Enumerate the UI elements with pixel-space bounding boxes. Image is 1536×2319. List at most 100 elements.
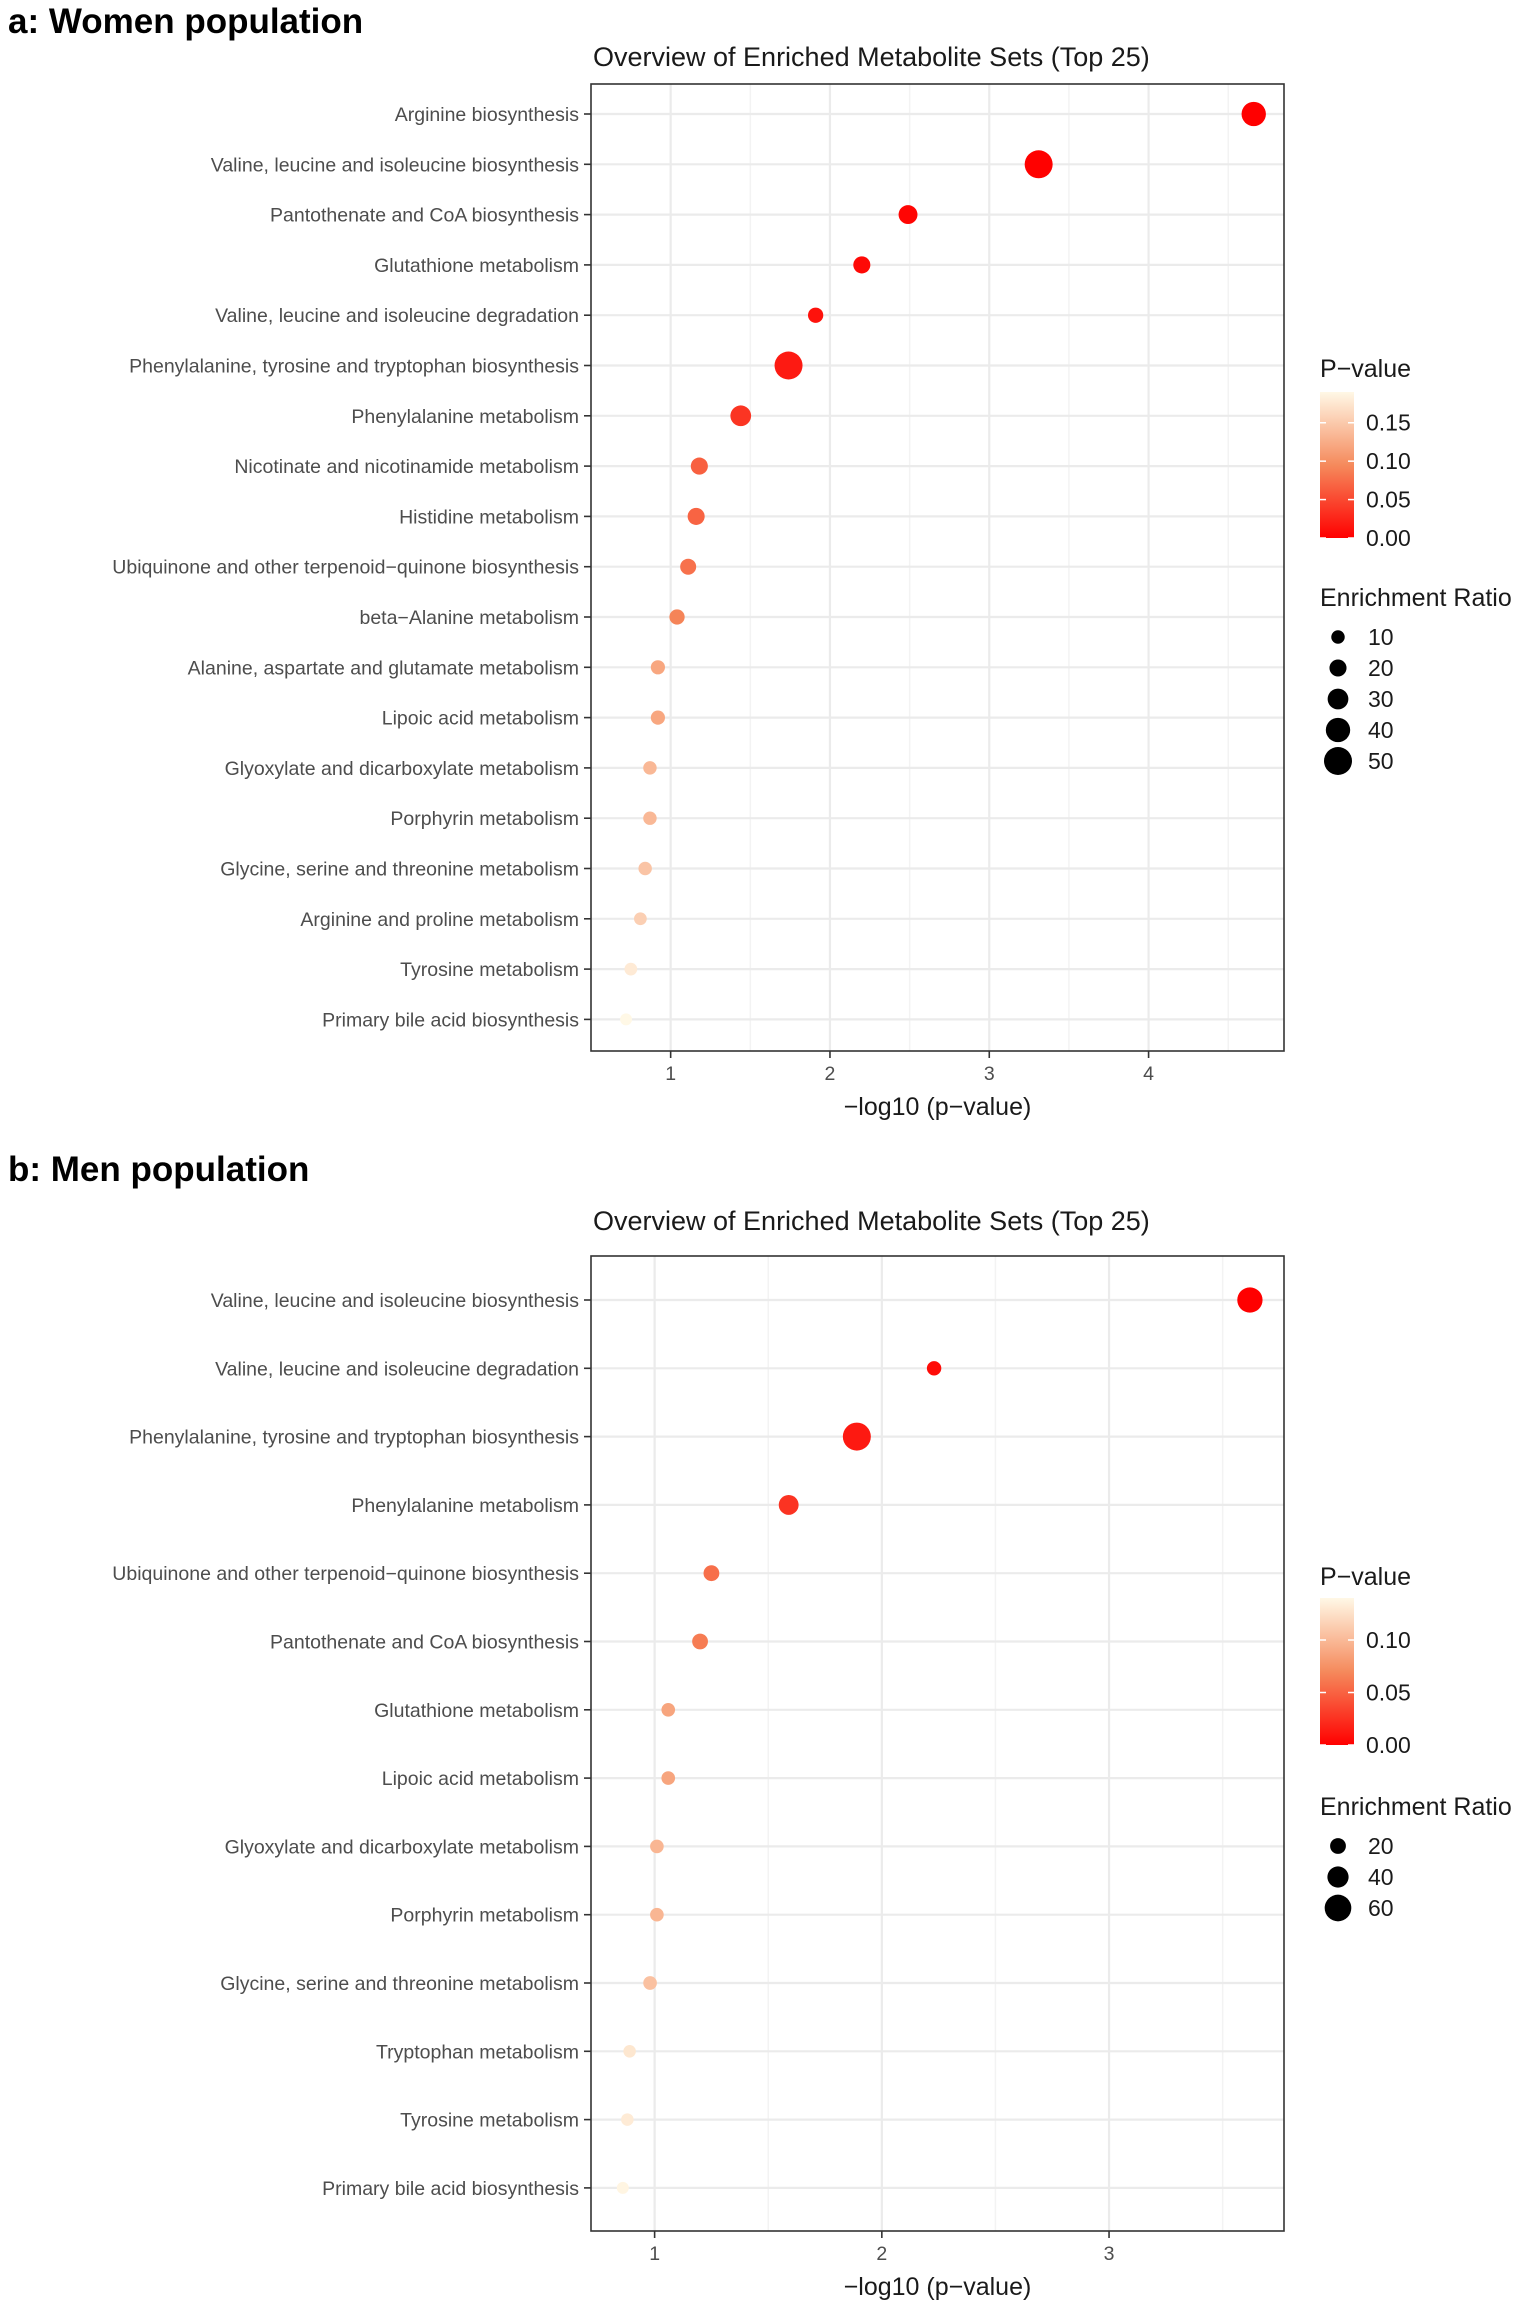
size-legend-key [1324, 747, 1352, 775]
data-point [692, 1633, 708, 1650]
category-label: Tryptophan metabolism [376, 2041, 579, 2063]
data-point [643, 811, 657, 825]
data-point [650, 1839, 664, 1854]
category-label: Porphyrin metabolism [390, 1905, 579, 1927]
data-point [1237, 1287, 1263, 1313]
data-point [650, 660, 666, 675]
data-point [680, 558, 697, 575]
category-label: Phenylalanine metabolism [351, 406, 579, 428]
data-point [778, 1494, 799, 1515]
category-label: Primary bile acid biosynthesis [322, 1009, 579, 1031]
chart-title: Overview of Enriched Metabolite Sets (To… [593, 42, 1150, 72]
data-point [1024, 150, 1053, 179]
category-label: Tyrosine metabolism [400, 959, 579, 981]
size-legend-key [1329, 659, 1347, 677]
x-tick-label: 2 [876, 2243, 887, 2265]
category-label: Phenylalanine metabolism [351, 1495, 579, 1517]
data-point [650, 1907, 664, 1922]
colorbar-tick-label: 0.15 [1366, 410, 1411, 436]
data-point [621, 2113, 634, 2126]
category-label: Arginine biosynthesis [395, 104, 580, 126]
colorbar-tick-label: 0.00 [1366, 1732, 1411, 1758]
size-legend-label: 20 [1368, 655, 1394, 681]
panel-border [590, 83, 1285, 1052]
data-point [623, 2045, 636, 2058]
data-point [926, 1361, 942, 1376]
category-label: Valine, leucine and isoleucine biosynthe… [211, 154, 579, 176]
category-label: Glyoxylate and dicarboxylate metabolism [225, 1836, 579, 1858]
size-legend-label: 30 [1368, 686, 1394, 712]
category-label: Lipoic acid metabolism [382, 1768, 579, 1790]
data-point [807, 307, 824, 323]
data-point [620, 1013, 633, 1026]
category-label: Pantothenate and CoA biosynthesis [270, 205, 579, 227]
plot-panel [591, 1256, 1284, 2231]
category-label: Primary bile acid biosynthesis [322, 2178, 579, 2200]
x-axis-title: −log10 (p−value) [844, 2273, 1032, 2301]
panel-a-label: a: Women population [8, 2, 364, 41]
panel-b-label: b: Men population [8, 1150, 310, 1189]
size-legend-key [1327, 688, 1349, 710]
data-point [616, 2181, 629, 2194]
category-label: Nicotinate and nicotinamide metabolism [234, 456, 579, 478]
data-point [1241, 101, 1266, 127]
category-label: Valine, leucine and isoleucine biosynthe… [211, 1290, 579, 1312]
size-legend-label: 40 [1368, 1864, 1394, 1890]
category-label: Porphyrin metabolism [390, 808, 579, 830]
x-tick-label: 4 [1143, 1063, 1154, 1085]
category-label: Ubiquinone and other terpenoid−quinone b… [112, 557, 579, 579]
category-label: beta−Alanine metabolism [359, 607, 579, 629]
size-legend-label: 20 [1368, 1833, 1394, 1859]
size-legend-title: Enrichment Ratio [1320, 584, 1512, 612]
x-tick-label: 3 [1104, 2243, 1115, 2265]
size-legend-label: 10 [1368, 624, 1394, 650]
data-point [703, 1565, 720, 1582]
category-label: Glutathione metabolism [374, 1700, 579, 1722]
data-point [624, 962, 638, 976]
chart-title: Overview of Enriched Metabolite Sets (To… [593, 1206, 1150, 1236]
data-point [643, 761, 657, 775]
chart-men: Overview of Enriched Metabolite Sets (To… [112, 1206, 1511, 2301]
x-tick-label: 2 [825, 1063, 836, 1085]
category-label: Glycine, serine and threonine metabolism [220, 859, 579, 881]
colorbar-title: P−value [1320, 355, 1411, 383]
data-point [842, 1422, 871, 1451]
size-legend-label: 60 [1368, 1895, 1394, 1921]
colorbar-tick-label: 0.10 [1366, 1627, 1411, 1653]
category-label: Valine, leucine and isoleucine degradati… [215, 1358, 579, 1380]
data-point [634, 912, 647, 926]
size-legend-key [1331, 630, 1345, 644]
x-tick-label: 3 [984, 1063, 995, 1085]
data-point [661, 1771, 676, 1785]
colorbar [1320, 1598, 1354, 1745]
data-point [650, 710, 666, 725]
category-label: Glutathione metabolism [374, 255, 579, 277]
category-label: Pantothenate and CoA biosynthesis [270, 1632, 579, 1654]
category-label: Tyrosine metabolism [400, 2110, 579, 2132]
size-legend-key [1330, 1838, 1346, 1854]
x-tick-label: 1 [649, 2243, 660, 2265]
category-label: Arginine and proline metabolism [300, 909, 579, 931]
category-label: Valine, leucine and isoleucine degradati… [215, 305, 579, 327]
colorbar [1320, 392, 1354, 538]
data-point [687, 507, 705, 525]
colorbar-title: P−value [1320, 1563, 1411, 1591]
colorbar-tick-label: 0.05 [1366, 1680, 1411, 1706]
category-label: Glyoxylate and dicarboxylate metabolism [225, 758, 579, 780]
data-point [690, 457, 708, 475]
category-label: Glycine, serine and threonine metabolism [220, 1973, 579, 1995]
panel-border [590, 1255, 1285, 2232]
data-point [638, 861, 652, 876]
x-axis-title: −log10 (p−value) [844, 1093, 1032, 1121]
data-point [661, 1702, 676, 1717]
category-label: Phenylalanine, tyrosine and tryptophan b… [129, 356, 579, 378]
data-point [643, 1976, 657, 1990]
data-point [730, 405, 752, 427]
category-label: Histidine metabolism [399, 506, 579, 528]
category-label: Alanine, aspartate and glutamate metabol… [188, 657, 579, 679]
category-label: Ubiquinone and other terpenoid−quinone b… [112, 1563, 579, 1585]
size-legend-key [1324, 1894, 1352, 1922]
data-point [669, 609, 685, 625]
size-legend-label: 50 [1368, 748, 1394, 774]
chart-women: Overview of Enriched Metabolite Sets (To… [112, 42, 1512, 1121]
